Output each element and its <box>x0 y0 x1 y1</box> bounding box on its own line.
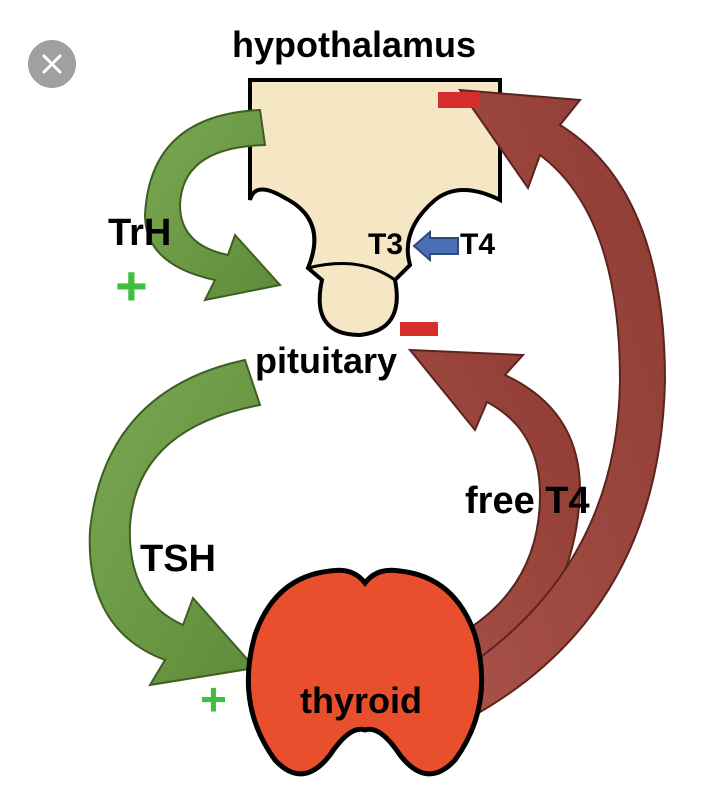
plus-sign-tsh: + <box>200 672 227 726</box>
close-icon <box>40 52 64 76</box>
free-t4-label: free T4 <box>465 480 590 523</box>
conversion-arrow <box>414 232 458 260</box>
thyroid-label: thyroid <box>300 680 422 722</box>
hypothalamus-label: hypothalamus <box>232 24 476 66</box>
trh-label: TrH <box>108 212 171 255</box>
close-button[interactable] <box>28 40 76 88</box>
minus-sign-pituitary <box>400 322 438 336</box>
pituitary-label: pituitary <box>255 340 397 382</box>
plus-sign-trh: + <box>115 253 148 318</box>
t4-label: T4 <box>460 228 495 262</box>
tsh-label: TSH <box>140 538 216 581</box>
trh-arrow <box>120 105 350 315</box>
minus-sign-hypothalamus <box>438 92 480 108</box>
thyroid-shape <box>235 565 495 780</box>
t3-label: T3 <box>368 228 403 262</box>
